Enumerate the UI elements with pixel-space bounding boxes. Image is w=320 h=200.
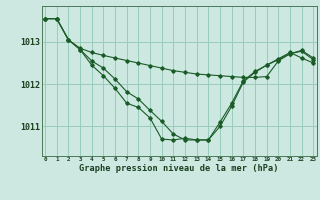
X-axis label: Graphe pression niveau de la mer (hPa): Graphe pression niveau de la mer (hPa): [79, 164, 279, 173]
